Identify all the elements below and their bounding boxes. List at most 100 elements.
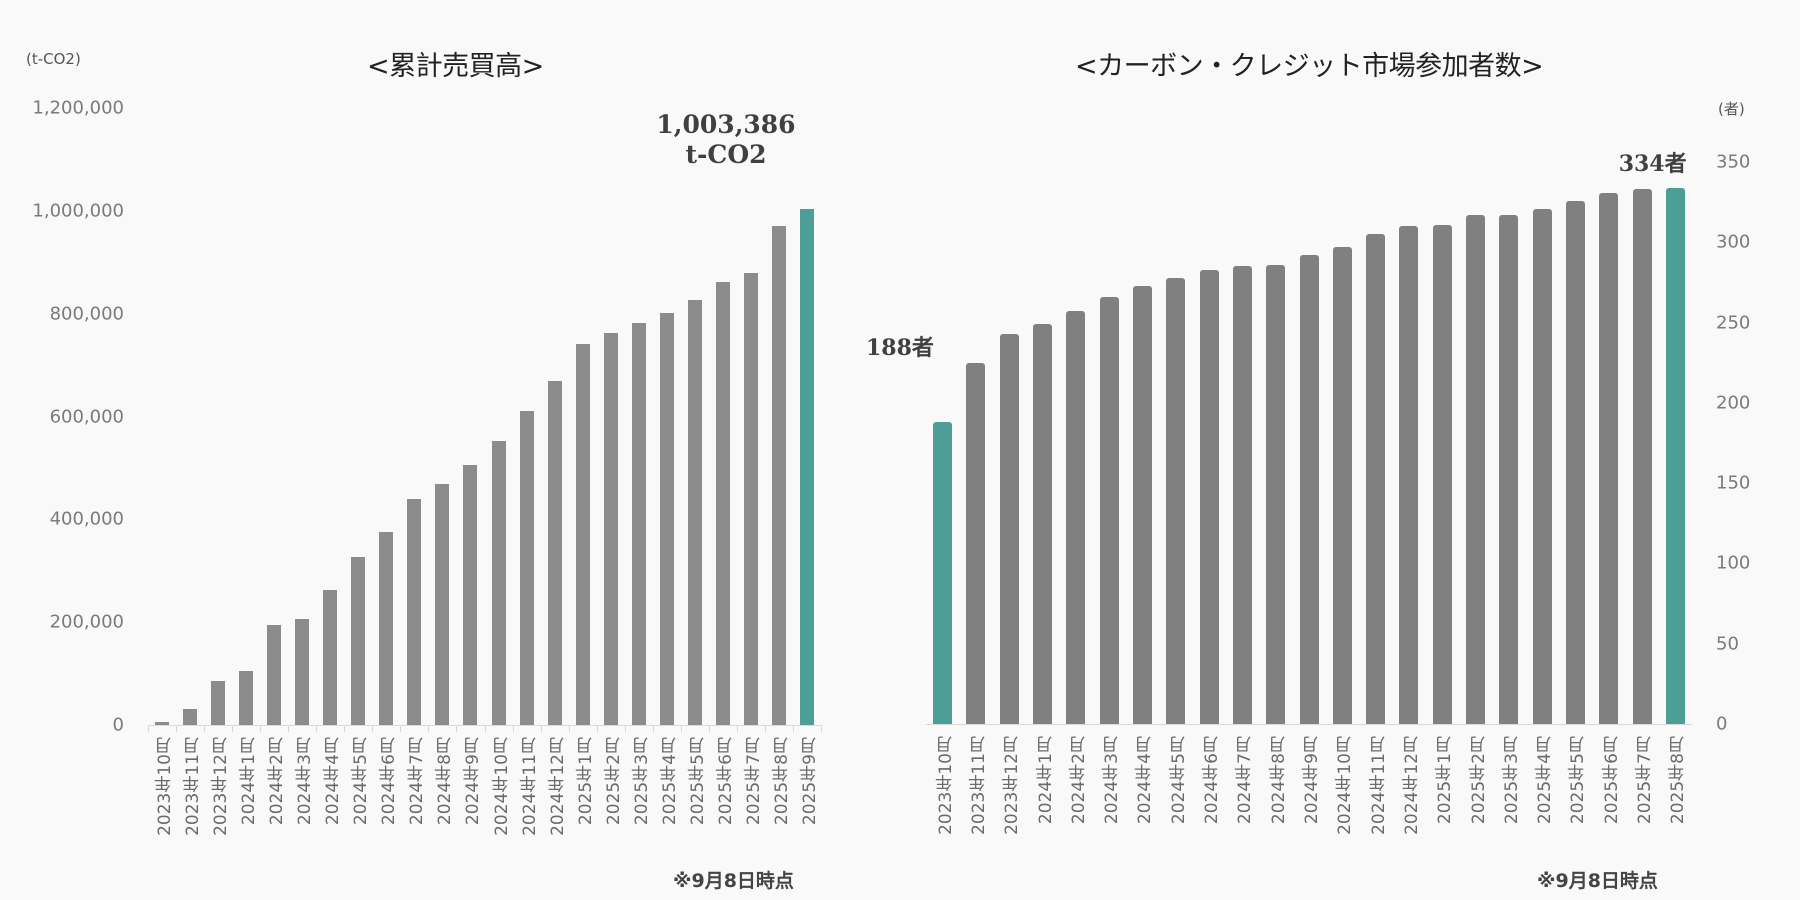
x-tick (400, 725, 402, 732)
x-tick (792, 725, 794, 732)
bar (1599, 192, 1619, 724)
x-tick-label: 2024年11月 (1368, 736, 1389, 835)
x-tick-label: 2025年3月 (1501, 736, 1522, 825)
x-tick-label: 2025年9月 (799, 737, 820, 826)
y-tick-label: 150 (1716, 472, 1751, 494)
x-tick (764, 725, 766, 732)
x-tick-label: 2025年7月 (1635, 736, 1656, 825)
x-axis-line (926, 724, 1692, 725)
x-tick-label: 2023年10月 (155, 737, 176, 836)
bar (267, 625, 282, 725)
x-tick (428, 725, 430, 732)
x-tick-label: 2024年7月 (407, 737, 428, 826)
x-tick (204, 725, 206, 732)
x-tick-label: 2024年6月 (1202, 736, 1223, 825)
x-tick (624, 725, 626, 732)
x-tick (260, 725, 262, 732)
bar (715, 282, 730, 725)
bar (407, 499, 422, 725)
bar (491, 440, 506, 725)
annotation-value: 1,003,386 (656, 110, 796, 139)
y-tick-label: 100 (1716, 552, 1751, 574)
x-tick (652, 725, 654, 732)
x-tick-label: 2024年12月 (1401, 736, 1422, 835)
y-tick-label: 600,000 (49, 406, 124, 427)
x-tick (540, 725, 542, 732)
bar (603, 332, 618, 725)
y-tick-label: 800,000 (49, 303, 124, 325)
bar (1632, 189, 1652, 724)
bar (1066, 311, 1086, 724)
bar (687, 299, 702, 725)
x-tick (736, 725, 738, 732)
bar (575, 344, 590, 725)
bar (1033, 324, 1053, 724)
x-tick-label: 2024年9月 (463, 737, 484, 826)
participants-chart: <カーボン・クレジット市場参加者数> (者) 0 50 100 150 200 250 30… (866, 0, 1800, 900)
x-tick-label: 2025年3月 (631, 737, 652, 826)
bar (519, 411, 534, 725)
total-volume-annotation: 1,003,386 t-CO2 (656, 110, 795, 170)
bar (659, 313, 674, 725)
x-tick-label: 2025年8月 (771, 737, 792, 826)
x-tick-label: 2024年9月 (1302, 736, 1322, 825)
plot-area (926, 162, 1692, 725)
bar (999, 333, 1019, 724)
bar (351, 557, 366, 725)
x-tick-label: 2024年5月 (351, 737, 372, 826)
bar (155, 722, 170, 725)
bar (379, 532, 394, 725)
bar (1532, 208, 1552, 724)
x-tick-label: 2023年12月 (211, 737, 232, 836)
bar (1232, 266, 1252, 724)
bar (1399, 226, 1419, 724)
highlighted-bar (799, 209, 814, 725)
bar (239, 671, 254, 725)
x-tick-label: 2024年6月 (379, 737, 400, 826)
x-tick-label: 2023年12月 (1002, 736, 1023, 835)
x-tick (568, 725, 570, 732)
as-of-note: ※9月8日時点 (673, 870, 794, 892)
x-tick (176, 725, 178, 732)
y-tick-label: 200,000 (49, 611, 124, 633)
latest-month-annotation: 334者 (1618, 150, 1687, 177)
x-tick-label: 2024年2月 (1068, 736, 1089, 825)
x-tick (288, 725, 290, 732)
x-tick-label: 2025年5月 (687, 737, 708, 826)
x-tick (708, 725, 710, 732)
y-axis-unit-label: (t-CO2) (26, 50, 81, 68)
bar (1332, 247, 1352, 724)
y-tick-label: 1,200,000 (32, 97, 124, 119)
bar (631, 322, 646, 725)
annotation-unit: t-CO2 (685, 140, 767, 169)
x-tick-label: 2024年4月 (323, 737, 344, 826)
x-tick-label: 2025年4月 (1535, 736, 1556, 825)
x-tick-label: 2025年2月 (1468, 736, 1489, 825)
cumulative-volume-chart: (t-CO2) <累計売買高> 0 200,000 400,000 600,000 80… (0, 0, 880, 900)
x-tick-label: 2024年4月 (1135, 736, 1156, 825)
x-tick-label: 2025年7月 (743, 737, 764, 826)
x-tick (680, 725, 682, 732)
first-month-annotation: 188者 (866, 335, 934, 362)
y-tick-label: 0 (1716, 713, 1728, 735)
x-tick-label: 2025年8月 (1668, 736, 1689, 825)
bar (323, 590, 338, 725)
as-of-note: ※9月8日時点 (1537, 870, 1658, 892)
x-tick-label: 2024年8月 (435, 737, 456, 826)
y-tick-label: 200 (1716, 392, 1751, 414)
x-tick-label: 2024年8月 (1268, 736, 1289, 825)
bar (211, 681, 226, 725)
x-tick-label: 2024年11月 (519, 737, 540, 836)
x-tick (344, 725, 346, 732)
chart-title: <累計売買高> (367, 51, 544, 82)
bar (183, 709, 198, 725)
plot-area (148, 108, 822, 732)
x-tick-label: 2024年1月 (1035, 736, 1056, 825)
y-tick-label: 350 (1716, 151, 1751, 173)
y-tick-label: 250 (1716, 312, 1751, 334)
highlighted-bar (1665, 187, 1685, 724)
bar (295, 619, 310, 725)
x-tick-label: 2025年2月 (603, 737, 624, 826)
chart-title: <カーボン・クレジット市場参加者数> (1075, 51, 1544, 82)
bar (771, 226, 786, 725)
